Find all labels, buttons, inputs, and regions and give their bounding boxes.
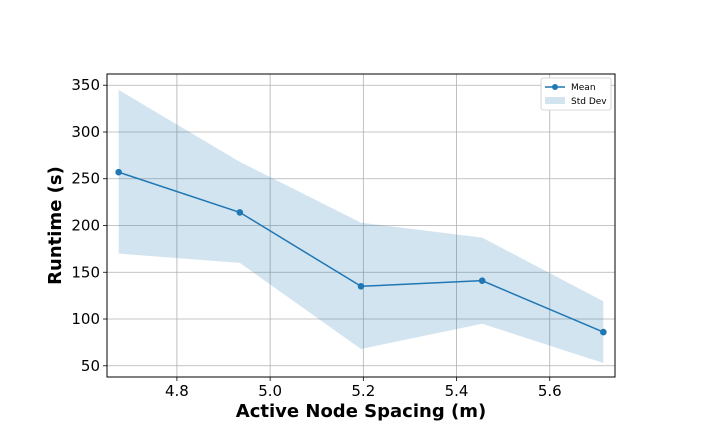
mean-point (478, 277, 486, 284)
legend-box (540, 77, 612, 111)
y-axis-ticks: 50 100 150 200 250 300 350 (71, 76, 107, 375)
y-tick-label: 50 (81, 357, 100, 375)
legend-std-dev-swatch (545, 97, 565, 104)
x-tick-label: 5.0 (258, 382, 282, 400)
y-tick-label: 300 (71, 123, 100, 141)
x-tick-label: 5.2 (351, 382, 375, 400)
x-axis-label: Active Node Spacing (m) (236, 401, 486, 422)
y-tick-label: 350 (71, 76, 100, 94)
mean-point (115, 168, 122, 176)
grid-lines (107, 74, 615, 377)
y-axis-label: Runtime (s) (45, 166, 66, 285)
legend: Mean Std Dev (540, 77, 612, 111)
x-tick-label: 4.8 (165, 382, 189, 400)
legend-mean-label: Mean (571, 83, 596, 93)
std-dev-band (118, 89, 604, 363)
mean-line-layer (115, 168, 607, 336)
mean-point (600, 328, 607, 336)
y-tick-label: 250 (71, 170, 100, 188)
std-dev-band-layer (118, 89, 604, 363)
legend-std-dev-label: Std Dev (571, 97, 607, 107)
y-tick-label: 200 (71, 217, 100, 235)
x-tick-label: 5.4 (445, 382, 469, 400)
legend-mean-marker (552, 84, 558, 90)
mean-point (236, 209, 244, 216)
mean-point (357, 282, 365, 290)
y-tick-label: 150 (71, 263, 100, 281)
x-tick-label: 5.6 (538, 382, 562, 400)
y-tick-label: 100 (71, 310, 100, 328)
x-axis-ticks: 4.8 5.0 5.2 5.4 5.6 (165, 377, 562, 400)
